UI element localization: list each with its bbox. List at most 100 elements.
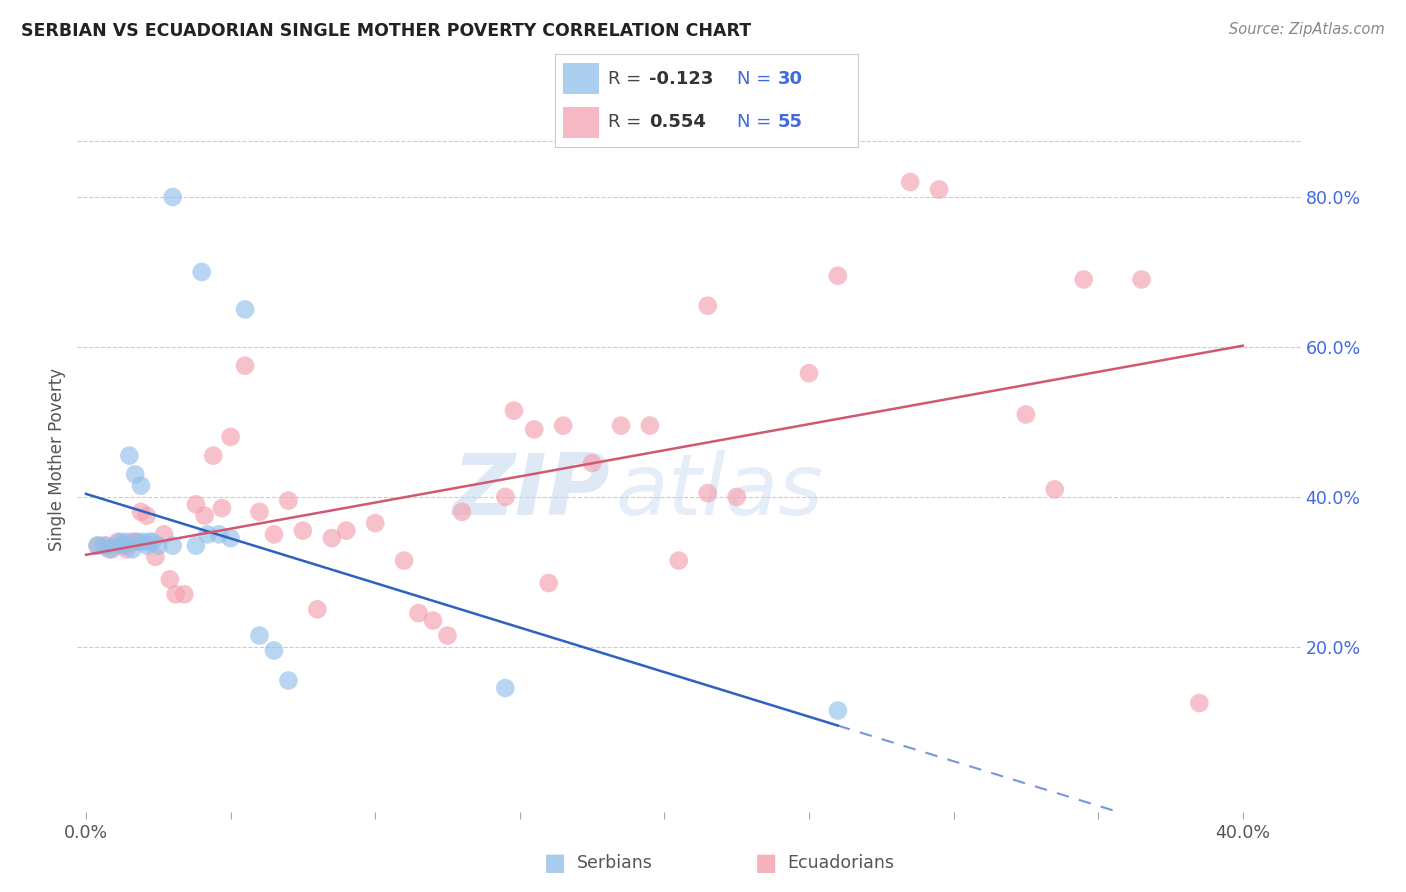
Point: [668, 553, 690, 567]
Text: -0.123: -0.123: [650, 70, 713, 87]
Point: [422, 614, 444, 628]
Point: [110, 534, 132, 549]
Point: [193, 508, 215, 523]
Point: [291, 524, 314, 538]
Text: Source: ZipAtlas.com: Source: ZipAtlas.com: [1229, 22, 1385, 37]
Point: [208, 527, 231, 541]
Text: R =: R =: [609, 70, 647, 87]
Point: [141, 534, 163, 549]
Point: [1015, 408, 1038, 422]
Point: [135, 539, 157, 553]
Point: [132, 534, 155, 549]
Point: [101, 542, 124, 557]
Point: [277, 673, 299, 688]
Point: [263, 527, 285, 541]
Text: 30: 30: [778, 70, 803, 87]
Point: [121, 542, 143, 557]
Point: [537, 576, 560, 591]
Point: [86, 539, 108, 553]
Point: [277, 493, 299, 508]
Point: [553, 418, 575, 433]
Text: Serbians: Serbians: [576, 855, 652, 872]
Point: [127, 534, 149, 549]
Point: [451, 505, 474, 519]
Text: N =: N =: [737, 70, 776, 87]
Y-axis label: Single Mother Poverty: Single Mother Poverty: [48, 368, 66, 551]
Point: [148, 539, 170, 553]
Text: ■: ■: [544, 852, 567, 875]
Text: ZIP: ZIP: [451, 450, 609, 533]
Point: [1043, 483, 1066, 497]
Point: [233, 302, 256, 317]
Point: [162, 190, 184, 204]
Text: ■: ■: [755, 852, 778, 875]
Bar: [562, 63, 599, 94]
Point: [112, 539, 135, 553]
Point: [159, 572, 181, 586]
Point: [153, 527, 176, 541]
Point: [827, 268, 849, 283]
Point: [249, 628, 271, 642]
Point: [1073, 272, 1095, 286]
Point: [211, 501, 233, 516]
Text: SERBIAN VS ECUADORIAN SINGLE MOTHER POVERTY CORRELATION CHART: SERBIAN VS ECUADORIAN SINGLE MOTHER POVE…: [21, 22, 751, 40]
Point: [121, 534, 143, 549]
Point: [928, 182, 950, 196]
Point: [96, 539, 118, 553]
Point: [124, 467, 146, 482]
Point: [86, 539, 108, 553]
Point: [190, 265, 212, 279]
Point: [115, 534, 138, 549]
Point: [184, 539, 207, 553]
Point: [898, 175, 921, 189]
Point: [173, 587, 195, 601]
Point: [138, 534, 160, 549]
Point: [98, 542, 121, 557]
Point: [335, 524, 357, 538]
Point: [307, 602, 329, 616]
Point: [219, 430, 242, 444]
Point: [392, 553, 415, 567]
Point: [797, 366, 820, 380]
Point: [197, 527, 219, 541]
Bar: [562, 107, 599, 138]
Point: [436, 628, 458, 642]
Point: [219, 531, 242, 545]
Point: [112, 539, 135, 553]
Point: [494, 490, 516, 504]
Point: [827, 704, 849, 718]
Point: [696, 486, 718, 500]
Point: [725, 490, 748, 504]
Point: [124, 534, 146, 549]
Point: [107, 534, 129, 549]
Point: [638, 418, 661, 433]
Point: [581, 456, 603, 470]
Point: [184, 497, 207, 511]
Text: Ecuadorians: Ecuadorians: [787, 855, 894, 872]
Text: N =: N =: [737, 113, 776, 131]
Point: [263, 643, 285, 657]
Point: [118, 449, 141, 463]
Point: [104, 539, 127, 553]
Text: 0.554: 0.554: [650, 113, 706, 131]
Point: [364, 516, 387, 530]
Point: [408, 606, 430, 620]
Text: atlas: atlas: [616, 450, 824, 533]
Point: [1188, 696, 1211, 710]
Point: [93, 539, 115, 553]
Point: [494, 681, 516, 695]
Point: [523, 422, 546, 436]
Point: [696, 299, 718, 313]
Point: [165, 587, 187, 601]
Text: R =: R =: [609, 113, 647, 131]
Point: [321, 531, 343, 545]
Text: 55: 55: [778, 113, 803, 131]
Point: [233, 359, 256, 373]
Point: [202, 449, 225, 463]
Point: [145, 549, 167, 564]
Point: [162, 539, 184, 553]
Point: [610, 418, 633, 433]
Point: [503, 403, 526, 417]
Point: [115, 542, 138, 557]
Point: [1130, 272, 1153, 286]
